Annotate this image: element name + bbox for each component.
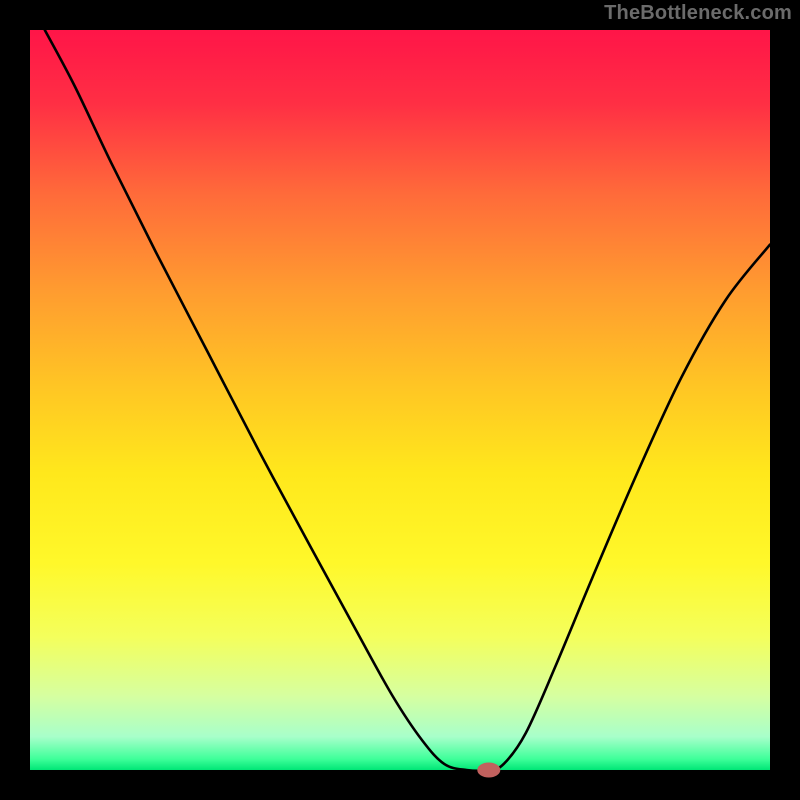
plot-background [30, 30, 770, 770]
watermark-text: TheBottleneck.com [604, 2, 792, 25]
optimal-point-marker [478, 763, 500, 777]
bottleneck-chart: TheBottleneck.com [0, 0, 800, 800]
chart-svg [0, 0, 800, 800]
